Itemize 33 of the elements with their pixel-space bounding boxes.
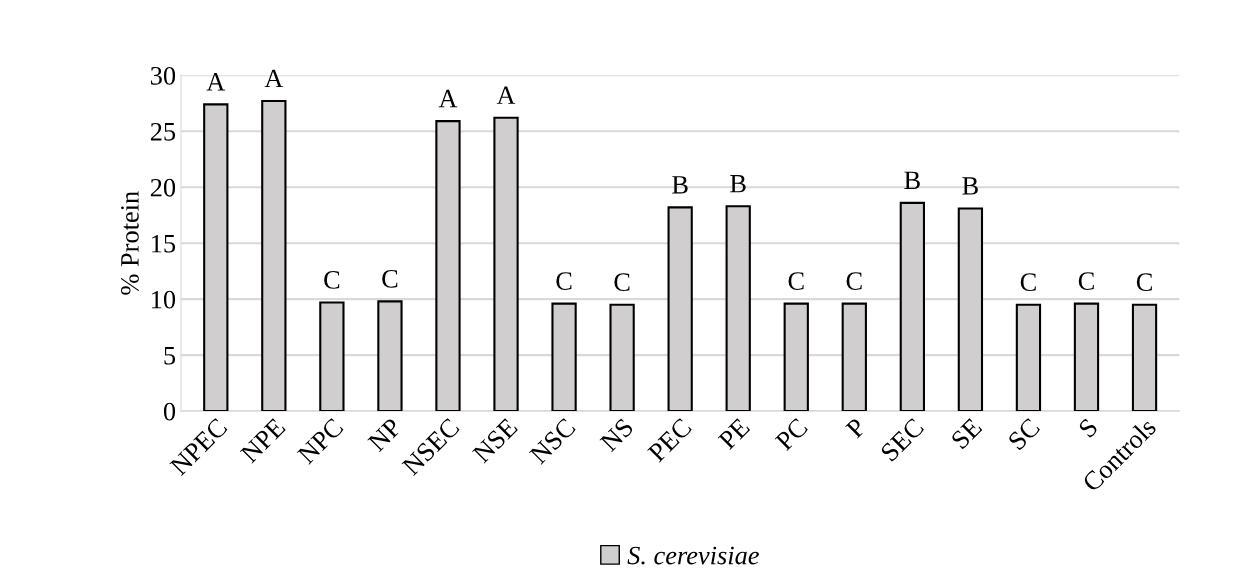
y-tick-label: 10 [152,290,176,309]
y-tick-label: 30 [150,66,176,85]
y-tick-label: 20 [150,178,176,197]
legend-label: S. cerevisiae [627,546,759,565]
annotation: A [496,86,516,104]
annotation: C [788,272,804,290]
x-tick-label: NS [599,417,635,453]
annotation: C [1078,272,1094,290]
x-tick-label: SEC [879,417,925,463]
annotation: C [382,269,398,288]
x-tick-label: NP [367,417,403,453]
y-axis-title: % Protein [120,191,139,295]
annotation: A [206,73,226,91]
x-tick-label: PC [774,417,809,452]
annotation: B [904,171,920,190]
annotation: B [730,175,746,193]
annotation: C [556,272,572,290]
x-tick-label: P [845,417,867,439]
annotation: B [672,176,688,194]
x-tick-label: SE [950,417,983,450]
annotation: C [1020,273,1036,292]
y-tick-label: 15 [152,234,176,253]
x-tick-label: PE [717,417,751,451]
annotation: C [324,271,340,289]
y-tick-label: 25 [150,122,176,141]
x-tick-label: SC [1007,417,1041,451]
annotation: C [614,273,630,292]
annotation: C [1136,273,1152,292]
annotation: B [962,177,978,195]
y-tick-label: 5 [164,347,176,365]
annotation: A [264,69,284,88]
annotation: A [438,89,458,108]
annotation: C [846,272,862,290]
